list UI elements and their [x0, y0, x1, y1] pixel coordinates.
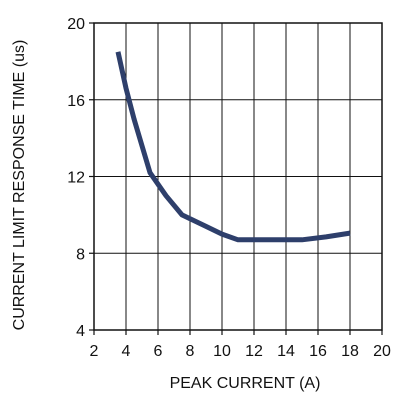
y-tick-label: 4 [76, 323, 85, 340]
y-tick-label: 8 [76, 246, 85, 263]
x-tick-label: 14 [277, 343, 295, 360]
x-tick-label: 20 [373, 343, 391, 360]
x-tick-label: 2 [90, 343, 99, 360]
x-axis-title: PEAK CURRENT (A) [170, 375, 321, 392]
y-axis-title: CURRENT LIMIT RESPONSE TIME (us) [11, 40, 28, 331]
series-layer [115, 51, 351, 243]
x-tick-label: 12 [245, 343, 263, 360]
y-tick-labels: 4 8 12 16 20 [67, 16, 85, 340]
tick-marks [89, 22, 383, 335]
series-line [115, 51, 351, 243]
x-tick-label: 4 [122, 343, 131, 360]
x-tick-label: 16 [309, 343, 327, 360]
y-tick-label: 20 [67, 16, 85, 33]
y-tick-label: 12 [67, 170, 85, 187]
x-tick-label: 8 [186, 343, 195, 360]
x-tick-labels: 2 4 6 8 10 12 14 16 18 20 [90, 343, 391, 360]
x-tick-label: 6 [154, 343, 163, 360]
x-tick-label: 10 [213, 343, 231, 360]
grid [94, 23, 382, 330]
x-tick-label: 18 [341, 343, 359, 360]
y-tick-label: 16 [67, 93, 85, 110]
